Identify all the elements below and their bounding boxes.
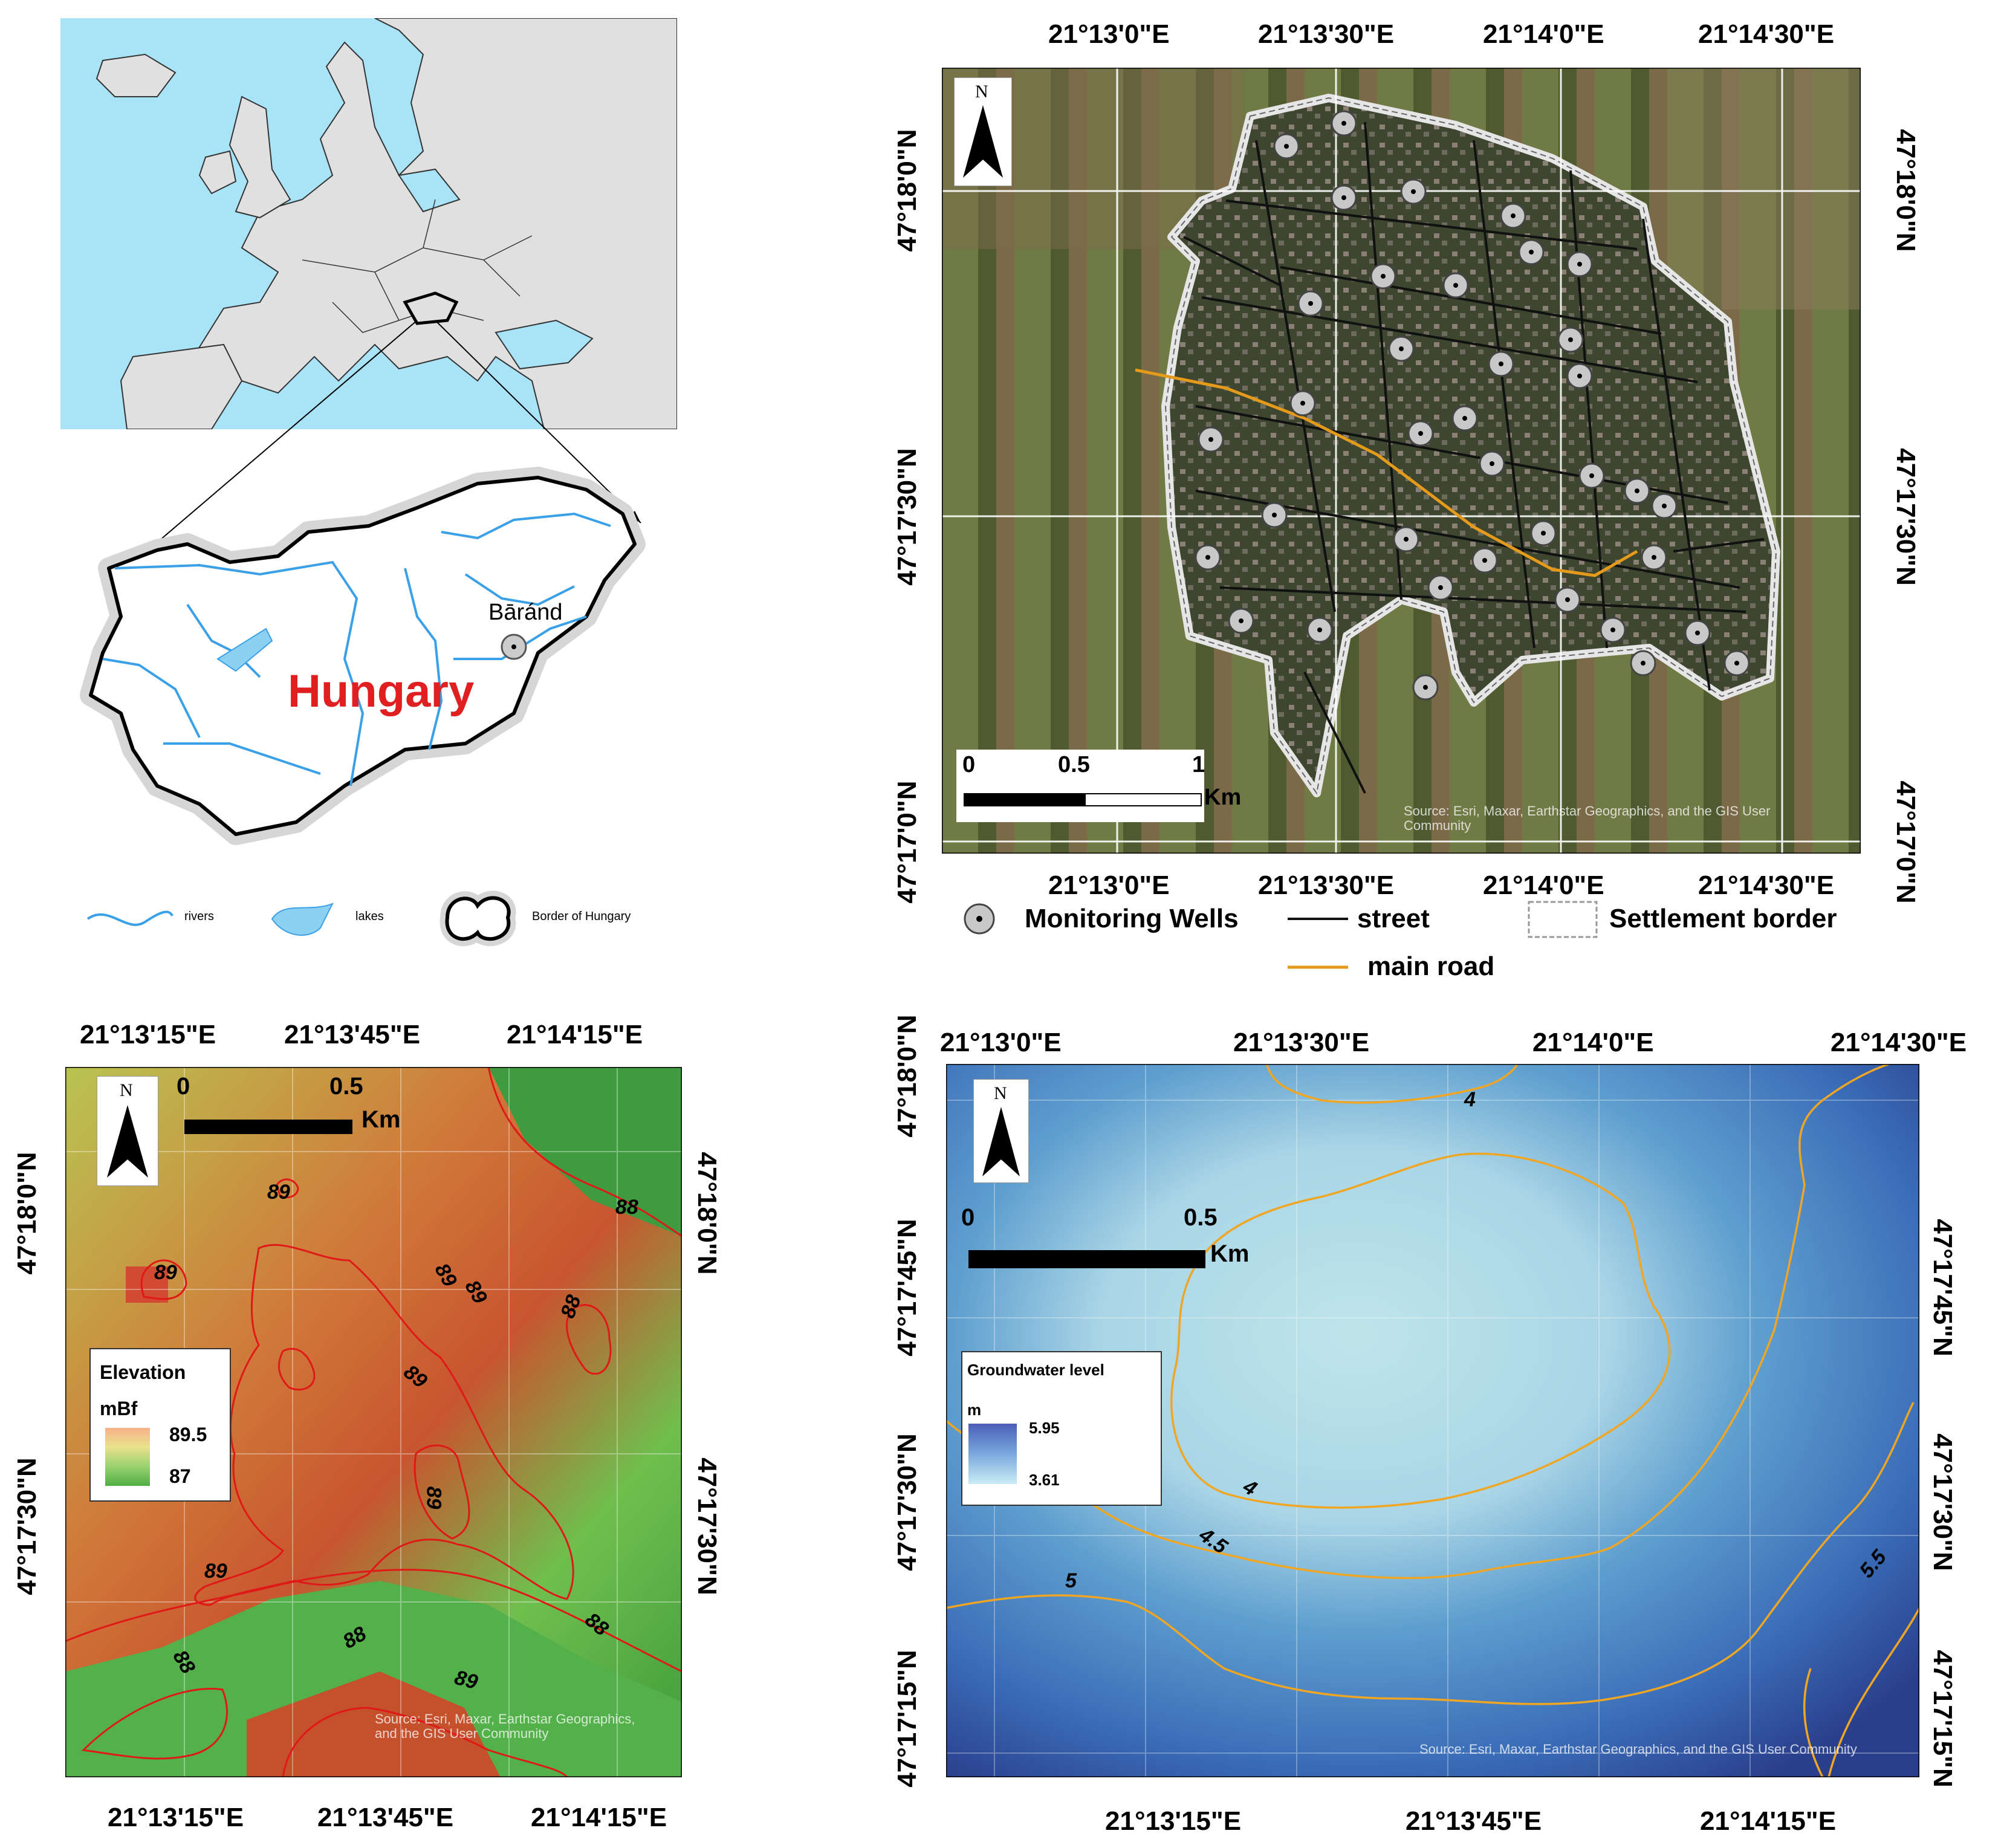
satellite-map bbox=[942, 68, 1861, 854]
north-arrow-icon bbox=[982, 1107, 1020, 1176]
bottom-lon-2: 21°13'45"E bbox=[317, 1803, 454, 1832]
top-lon-3: 21°14'15"E bbox=[507, 1020, 643, 1049]
source-attribution: Source: Esri, Maxar, Earthstar Geographi… bbox=[1419, 1742, 1857, 1757]
legend-rivers-label: rivers bbox=[184, 910, 214, 923]
scale-label-1: 0.5 bbox=[1184, 1204, 1218, 1231]
top-lon-2: 21°13'30"E bbox=[1258, 19, 1395, 49]
bottom-lon-3: 21°14'15"E bbox=[531, 1803, 667, 1832]
top-lon-2: 21°13'30"E bbox=[1233, 1028, 1370, 1057]
bottom-lon-3: 21°14'15"E bbox=[1700, 1806, 1837, 1836]
legend-border-label: Border of Hungary bbox=[532, 910, 631, 923]
left-lat-1: 47°18'0"N bbox=[892, 129, 922, 252]
north-arrow: N bbox=[97, 1076, 158, 1186]
left-lat-1: 47°18'0"N bbox=[892, 1014, 922, 1138]
scale-bar bbox=[968, 1250, 1205, 1268]
street-legend-icon bbox=[1288, 918, 1348, 920]
border-legend-icon bbox=[1528, 901, 1598, 938]
scale-unit: Km bbox=[362, 1106, 401, 1133]
lakes-legend-icon bbox=[271, 903, 334, 936]
bottom-lon-4: 21°14'30"E bbox=[1698, 871, 1835, 900]
left-lat-3: 47°17'30"N bbox=[892, 1433, 922, 1571]
contour-label: 89 bbox=[267, 1181, 290, 1204]
top-lon-2: 21°13'45"E bbox=[284, 1020, 421, 1049]
rivers-legend-icon bbox=[86, 910, 173, 926]
bottom-lon-1: 21°13'15"E bbox=[108, 1803, 244, 1832]
right-lat-1: 47°17'45"N bbox=[1928, 1219, 1957, 1357]
north-arrow-icon bbox=[107, 1105, 148, 1178]
contour-label: 88 bbox=[615, 1196, 638, 1219]
top-lon-1: 21°13'15"E bbox=[80, 1020, 216, 1049]
road-legend-icon bbox=[1288, 965, 1348, 969]
north-arrow-icon bbox=[963, 105, 1003, 178]
top-lon-3: 21°14'0"E bbox=[1483, 19, 1604, 49]
bottom-lon-1: 21°13'0"E bbox=[1048, 871, 1170, 900]
panel-location-map: Bāránd Hungary rivers lakes Border of Hu… bbox=[0, 0, 695, 967]
panel-study-area: N 0 0.5 1 Km Source: Esri, Maxar, Earths… bbox=[877, 0, 2004, 997]
legend-border-label: Settlement border bbox=[1609, 904, 1837, 933]
contour-label: 89 bbox=[154, 1261, 177, 1284]
top-lon-1: 21°13'0"E bbox=[940, 1028, 1062, 1057]
right-lat-2: 47°17'30"N bbox=[692, 1457, 722, 1595]
bottom-lon-3: 21°14'0"E bbox=[1483, 871, 1604, 900]
left-lat-1: 47°18'0"N bbox=[12, 1152, 42, 1275]
contour-label: 4 bbox=[1464, 1088, 1476, 1111]
left-lat-4: 47°17'15"N bbox=[892, 1650, 922, 1788]
bottom-lon-2: 21°13'30"E bbox=[1258, 871, 1395, 900]
legend-wells-label: Monitoring Wells bbox=[1025, 904, 1239, 933]
legend-lakes-label: lakes bbox=[355, 910, 384, 923]
scale-label-1: 0.5 bbox=[329, 1073, 363, 1100]
left-lat-2: 47°17'30"N bbox=[12, 1457, 42, 1595]
scale-label-0: 0 bbox=[177, 1073, 190, 1100]
right-lat-3: 47°17'15"N bbox=[1928, 1650, 1957, 1788]
scale-label-0: 0 bbox=[961, 1204, 975, 1231]
north-arrow: N bbox=[973, 1079, 1029, 1183]
europe-map bbox=[60, 18, 677, 429]
hungary-map bbox=[80, 467, 646, 845]
top-lon-1: 21°13'0"E bbox=[1048, 19, 1170, 49]
contour-label: 89 bbox=[204, 1560, 227, 1583]
top-lon-4: 21°14'30"E bbox=[1698, 19, 1835, 49]
scale-bar: 0 0.5 1 Km bbox=[956, 750, 1241, 822]
bottom-lon-2: 21°13'45"E bbox=[1406, 1806, 1542, 1836]
well-legend-icon bbox=[964, 903, 995, 935]
bottom-lon-1: 21°13'15"E bbox=[1105, 1806, 1242, 1836]
panel-elevation-map: N 0 0.5 Km Elevation mBf 89.5 87 89 88 8… bbox=[0, 997, 731, 1848]
scale-bar bbox=[184, 1120, 352, 1134]
country-label: Hungary bbox=[288, 666, 475, 717]
border-legend-icon bbox=[439, 890, 516, 947]
contour-label: 89 bbox=[422, 1486, 446, 1509]
scale-unit: Km bbox=[1210, 1240, 1250, 1267]
north-arrow: N bbox=[954, 77, 1012, 186]
right-lat-2: 47°17'30"N bbox=[1928, 1433, 1957, 1571]
groundwater-legend: Groundwater level m 5.95 3.61 bbox=[961, 1351, 1162, 1506]
top-lon-3: 21°14'0"E bbox=[1532, 1028, 1654, 1057]
place-label: Bāránd bbox=[488, 600, 563, 625]
right-lat-2: 47°17'30"N bbox=[1891, 448, 1921, 586]
right-lat-3: 47°17'0"N bbox=[1891, 780, 1921, 904]
elevation-legend: Elevation mBf 89.5 87 bbox=[89, 1348, 231, 1502]
left-lat-2: 47°17'45"N bbox=[892, 1219, 922, 1357]
legend-road-label: main road bbox=[1367, 952, 1495, 981]
right-lat-1: 47°18'0"N bbox=[1891, 129, 1921, 252]
contour-label: 5 bbox=[1065, 1569, 1077, 1592]
left-lat-2: 47°17'30"N bbox=[892, 448, 922, 586]
source-attribution: Source: Esri, Maxar, Earthstar Geographi… bbox=[375, 1711, 635, 1741]
source-attribution: Source: Esri, Maxar, Earthstar Geographi… bbox=[1404, 803, 1771, 833]
top-lon-4: 21°14'30"E bbox=[1831, 1028, 1967, 1057]
legend-street-label: street bbox=[1357, 904, 1430, 933]
left-lat-3: 47°17'0"N bbox=[892, 780, 922, 904]
right-lat-1: 47°18'0"N bbox=[692, 1152, 722, 1275]
panel-groundwater-map: N 0 0.5 Km Groundwater level m 5.95 3.61… bbox=[877, 997, 2004, 1848]
